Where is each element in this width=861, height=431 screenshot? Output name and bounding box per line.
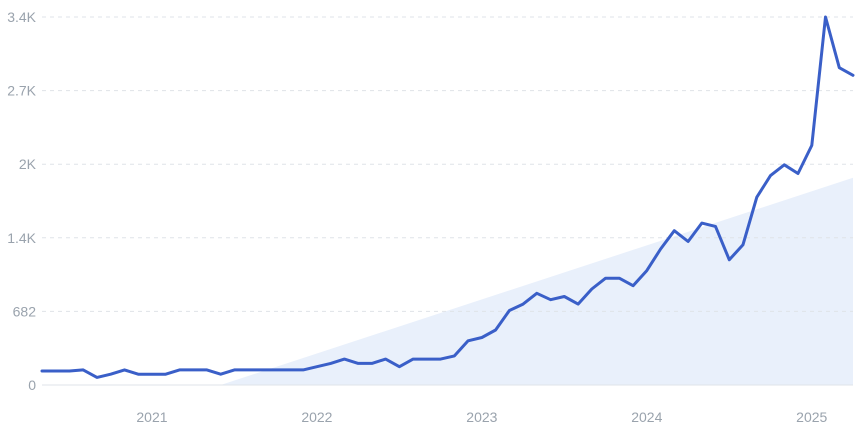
x-tick-label: 2025 (796, 409, 827, 425)
series-line-layer (40, 15, 855, 379)
trend-layer (220, 177, 853, 385)
y-tick-label: 3.4K (7, 9, 36, 25)
x-tick-label: 2023 (466, 409, 497, 425)
y-tick-label: 1.4K (7, 230, 36, 246)
x-axis-ticks: 2021 2022 2023 2024 2025 (136, 409, 827, 425)
x-tick-label: 2021 (136, 409, 167, 425)
x-tick-label: 2022 (301, 409, 332, 425)
series-line (40, 15, 855, 379)
y-tick-label: 0 (28, 377, 36, 393)
y-tick-label: 2.7K (7, 83, 36, 99)
grid-layer (42, 16, 853, 386)
x-tick-label: 2024 (631, 409, 662, 425)
trend-area (220, 177, 853, 385)
y-tick-label: 2K (19, 156, 37, 172)
y-axis-ticks: 0 682 1.4K 2K 2.7K 3.4K (7, 9, 36, 393)
y-tick-label: 682 (13, 303, 37, 319)
